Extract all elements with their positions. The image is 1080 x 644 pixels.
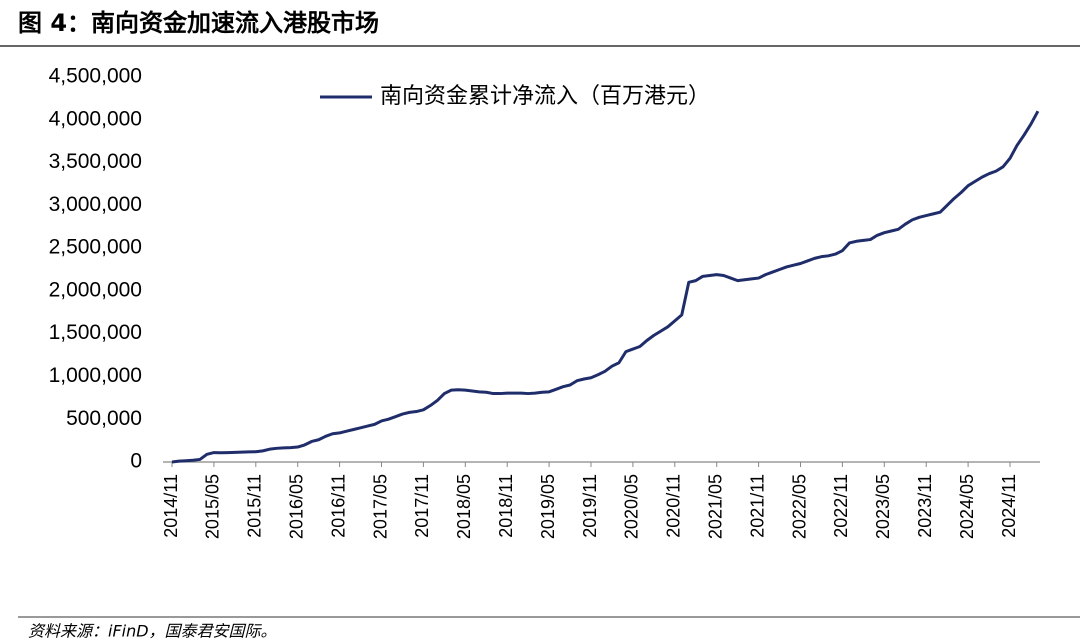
y-tick-label: 4,000,000 [49, 107, 142, 130]
y-tick-label: 3,500,000 [49, 150, 142, 173]
x-tick-label: 2024/05 [957, 474, 977, 539]
x-tick-label: 2015/11 [245, 474, 265, 538]
y-tick-label: 0 [130, 450, 142, 473]
x-tick-label: 2018/11 [496, 474, 516, 538]
x-tick-label: 2022/05 [789, 474, 809, 539]
x-tick-label: 2017/05 [370, 474, 390, 539]
x-tick-label: 2024/11 [999, 474, 1019, 538]
x-tick-label: 2023/05 [873, 474, 893, 539]
x-tick-label: 2015/05 [203, 474, 223, 539]
x-tick-label: 2020/11 [664, 474, 684, 538]
y-tick-label: 3,000,000 [49, 193, 142, 216]
x-tick-label: 2016/11 [328, 474, 348, 538]
legend-label: 南向资金累计净流入（百万港元） [380, 84, 710, 109]
x-tick-label: 2023/11 [915, 474, 935, 538]
y-tick-label: 1,000,000 [49, 364, 142, 387]
x-tick-label: 2021/05 [705, 474, 725, 539]
y-tick-label: 4,500,000 [49, 65, 142, 88]
y-tick-label: 500,000 [66, 407, 142, 430]
y-tick-label: 2,000,000 [49, 278, 142, 301]
y-tick-label: 2,500,000 [49, 236, 142, 259]
x-tick-label: 2021/11 [747, 474, 767, 538]
x-tick-label: 2019/05 [538, 474, 558, 539]
chart-title: 图 4：南向资金加速流入港股市场 [18, 9, 379, 37]
x-tick-label: 2019/11 [580, 474, 600, 538]
y-tick-label: 1,500,000 [49, 321, 142, 344]
x-tick-label: 2018/05 [454, 474, 474, 539]
source-note: 资料来源：iFinD，国泰君安国际。 [28, 622, 277, 641]
data-line [171, 110, 1040, 464]
x-tick-label: 2014/11 [161, 474, 181, 538]
x-tick-label: 2016/05 [286, 474, 306, 539]
x-tick-label: 2020/05 [622, 474, 642, 539]
x-tick-label: 2017/11 [412, 474, 432, 538]
x-tick-label: 2022/11 [831, 474, 851, 538]
